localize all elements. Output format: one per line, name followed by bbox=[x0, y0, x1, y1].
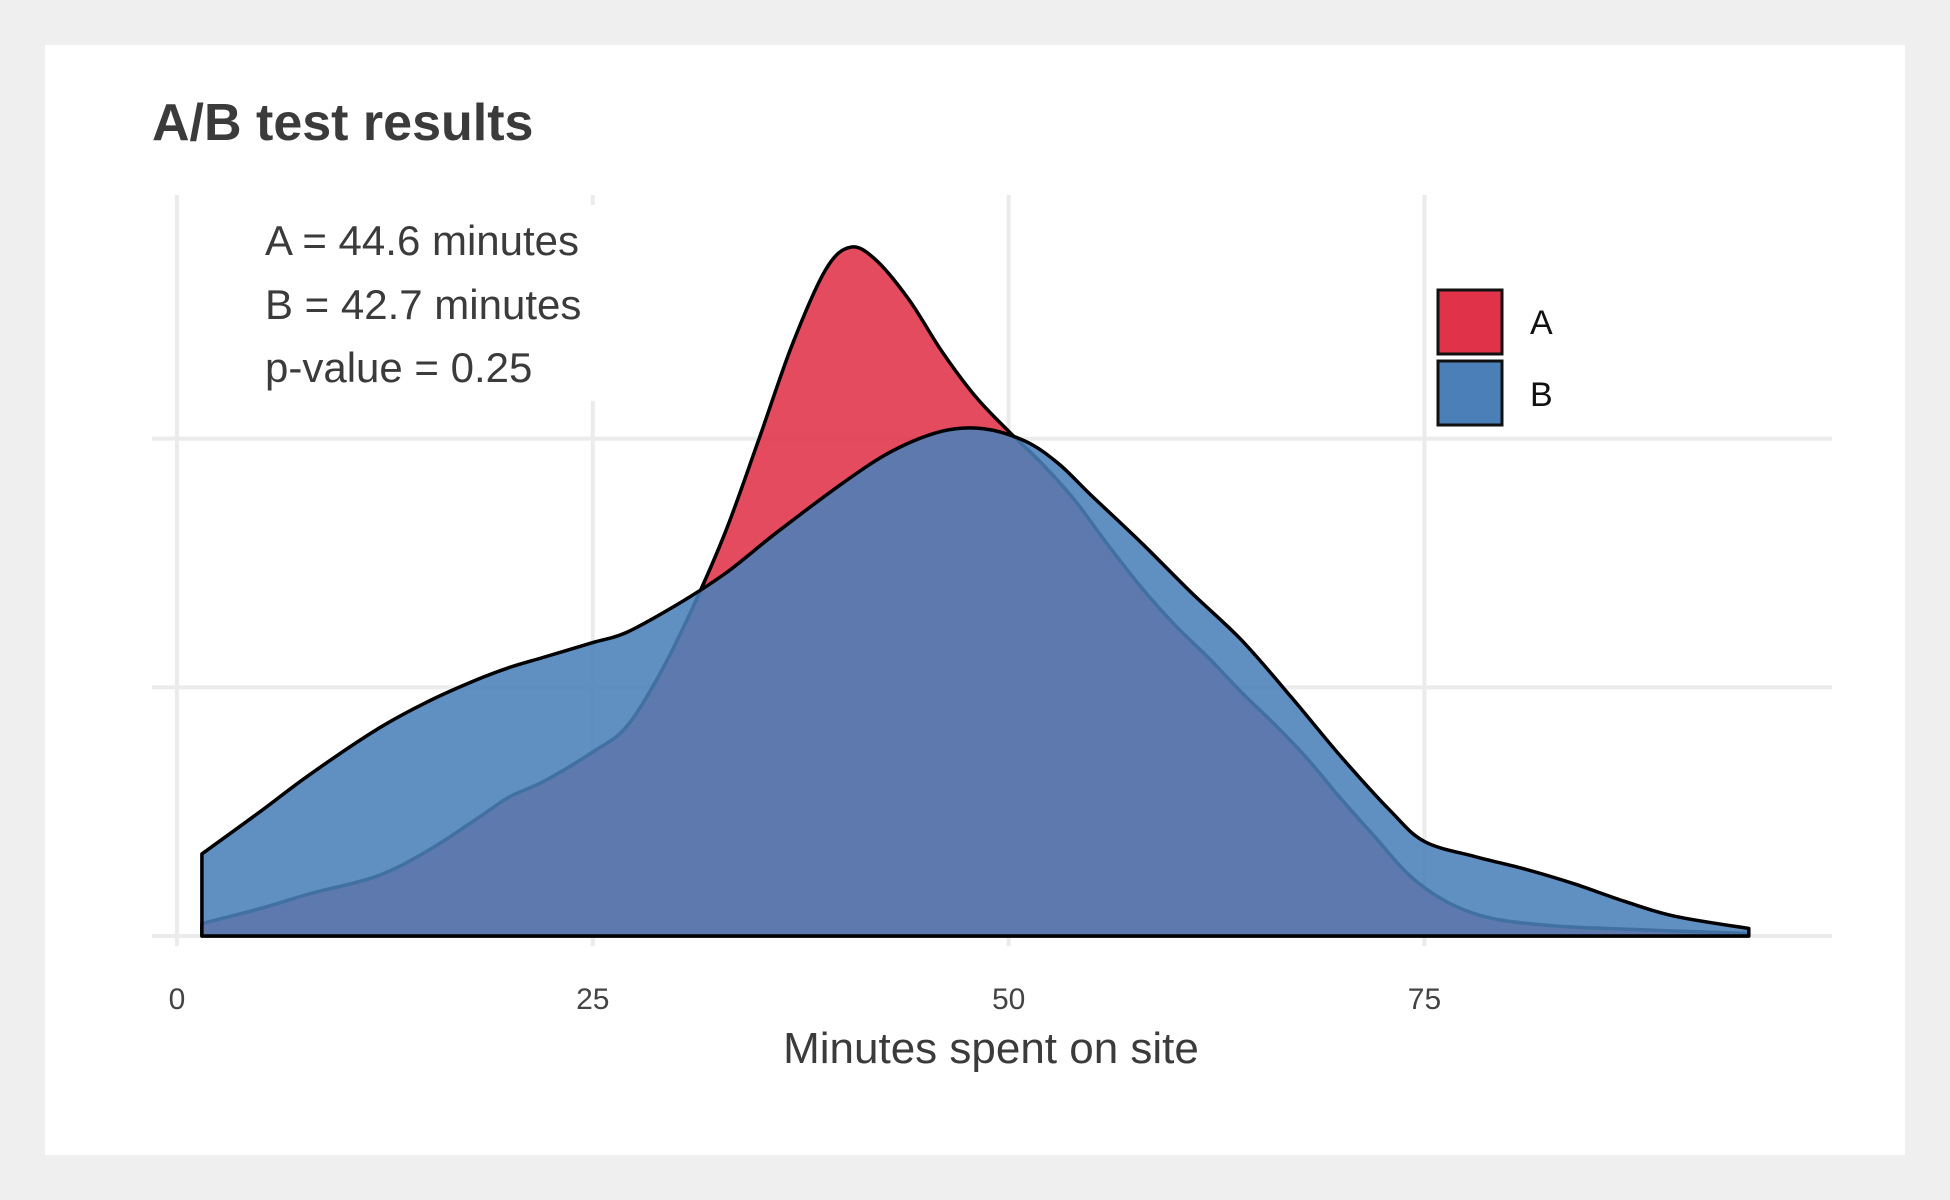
chart-card: 0 25 50 75 A/B test results Minutes spent o… bbox=[45, 45, 1905, 1155]
legend-swatch-b bbox=[1436, 359, 1504, 427]
density-chart: 0 25 50 75 A/B test results Minutes spent o… bbox=[152, 94, 1832, 1073]
x-axis-title: Minutes spent on site bbox=[783, 1024, 1199, 1073]
legend-swatch-a bbox=[1436, 288, 1504, 356]
density-areas bbox=[200, 245, 1751, 938]
legend: A B bbox=[1433, 269, 1573, 427]
x-tick-label-0: 0 bbox=[169, 983, 186, 1016]
density-area-b bbox=[200, 426, 1751, 938]
x-tick-label-75: 75 bbox=[1408, 983, 1441, 1016]
annotation-background bbox=[253, 205, 653, 401]
chart-title: A/B test results bbox=[152, 94, 533, 152]
annotation-mean-a: A = 44.6 minutes bbox=[265, 217, 579, 264]
x-tick-label-50: 50 bbox=[992, 983, 1025, 1016]
legend-label-a: A bbox=[1530, 304, 1553, 342]
annotation-mean-b: B = 42.7 minutes bbox=[265, 281, 581, 328]
x-tick-label-25: 25 bbox=[576, 983, 609, 1016]
x-tick-labels: 0 25 50 75 bbox=[169, 983, 1442, 1016]
annotation-p-value: p-value = 0.25 bbox=[265, 344, 532, 391]
stats-annotation: A = 44.6 minutes B = 42.7 minutes p-valu… bbox=[253, 205, 653, 401]
legend-label-b: B bbox=[1530, 376, 1553, 414]
